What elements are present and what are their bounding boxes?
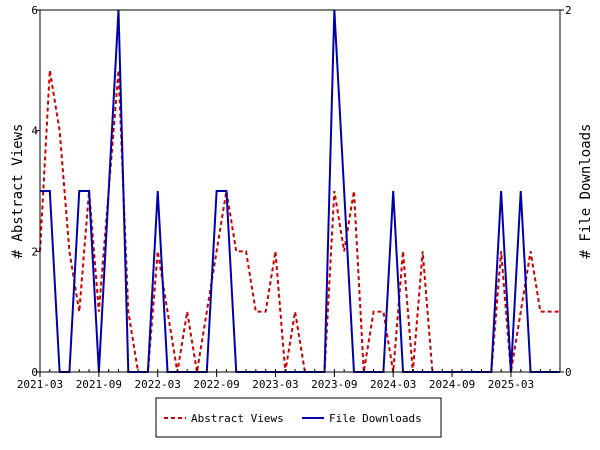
x-tick-label: 2022-03 xyxy=(135,378,181,391)
x-tick-label: 2022-09 xyxy=(193,378,239,391)
x-tick-label: 2021-03 xyxy=(17,378,63,391)
ticks-layer: 2021-03 2021-09 2022-03 2022-09 2023-03 2023-… xyxy=(17,4,572,391)
y-right-axis-title: # File Downloads xyxy=(578,124,594,259)
x-tick-label: 2023-03 xyxy=(252,378,298,391)
legend-box xyxy=(155,397,442,438)
y-left-tick-label: 6 xyxy=(31,4,38,17)
y-left-tick-label: 0 xyxy=(31,366,38,379)
plot-frame xyxy=(39,9,561,373)
x-tick-label: 2025-03 xyxy=(488,378,534,391)
y-right-tick-label: 2 xyxy=(565,4,572,17)
legend-label-file-downloads: File Downloads xyxy=(329,412,422,425)
y-left-axis-title: # Abstract Views xyxy=(10,124,26,259)
y-left-tick-label: 4 xyxy=(31,125,38,138)
legend: Abstract Views File Downloads xyxy=(155,397,442,438)
y-left-tick-label: 2 xyxy=(31,245,38,258)
x-tick-label: 2023-09 xyxy=(311,378,357,391)
series-line-abstract-views xyxy=(39,70,560,373)
legend-label-abstract-views: Abstract Views xyxy=(191,412,284,425)
x-tick-label: 2021-09 xyxy=(76,378,122,391)
y-right-tick-label: 0 xyxy=(565,366,572,379)
x-tick-label: 2024-09 xyxy=(429,378,475,391)
x-tick-label: 2024-03 xyxy=(370,378,416,391)
